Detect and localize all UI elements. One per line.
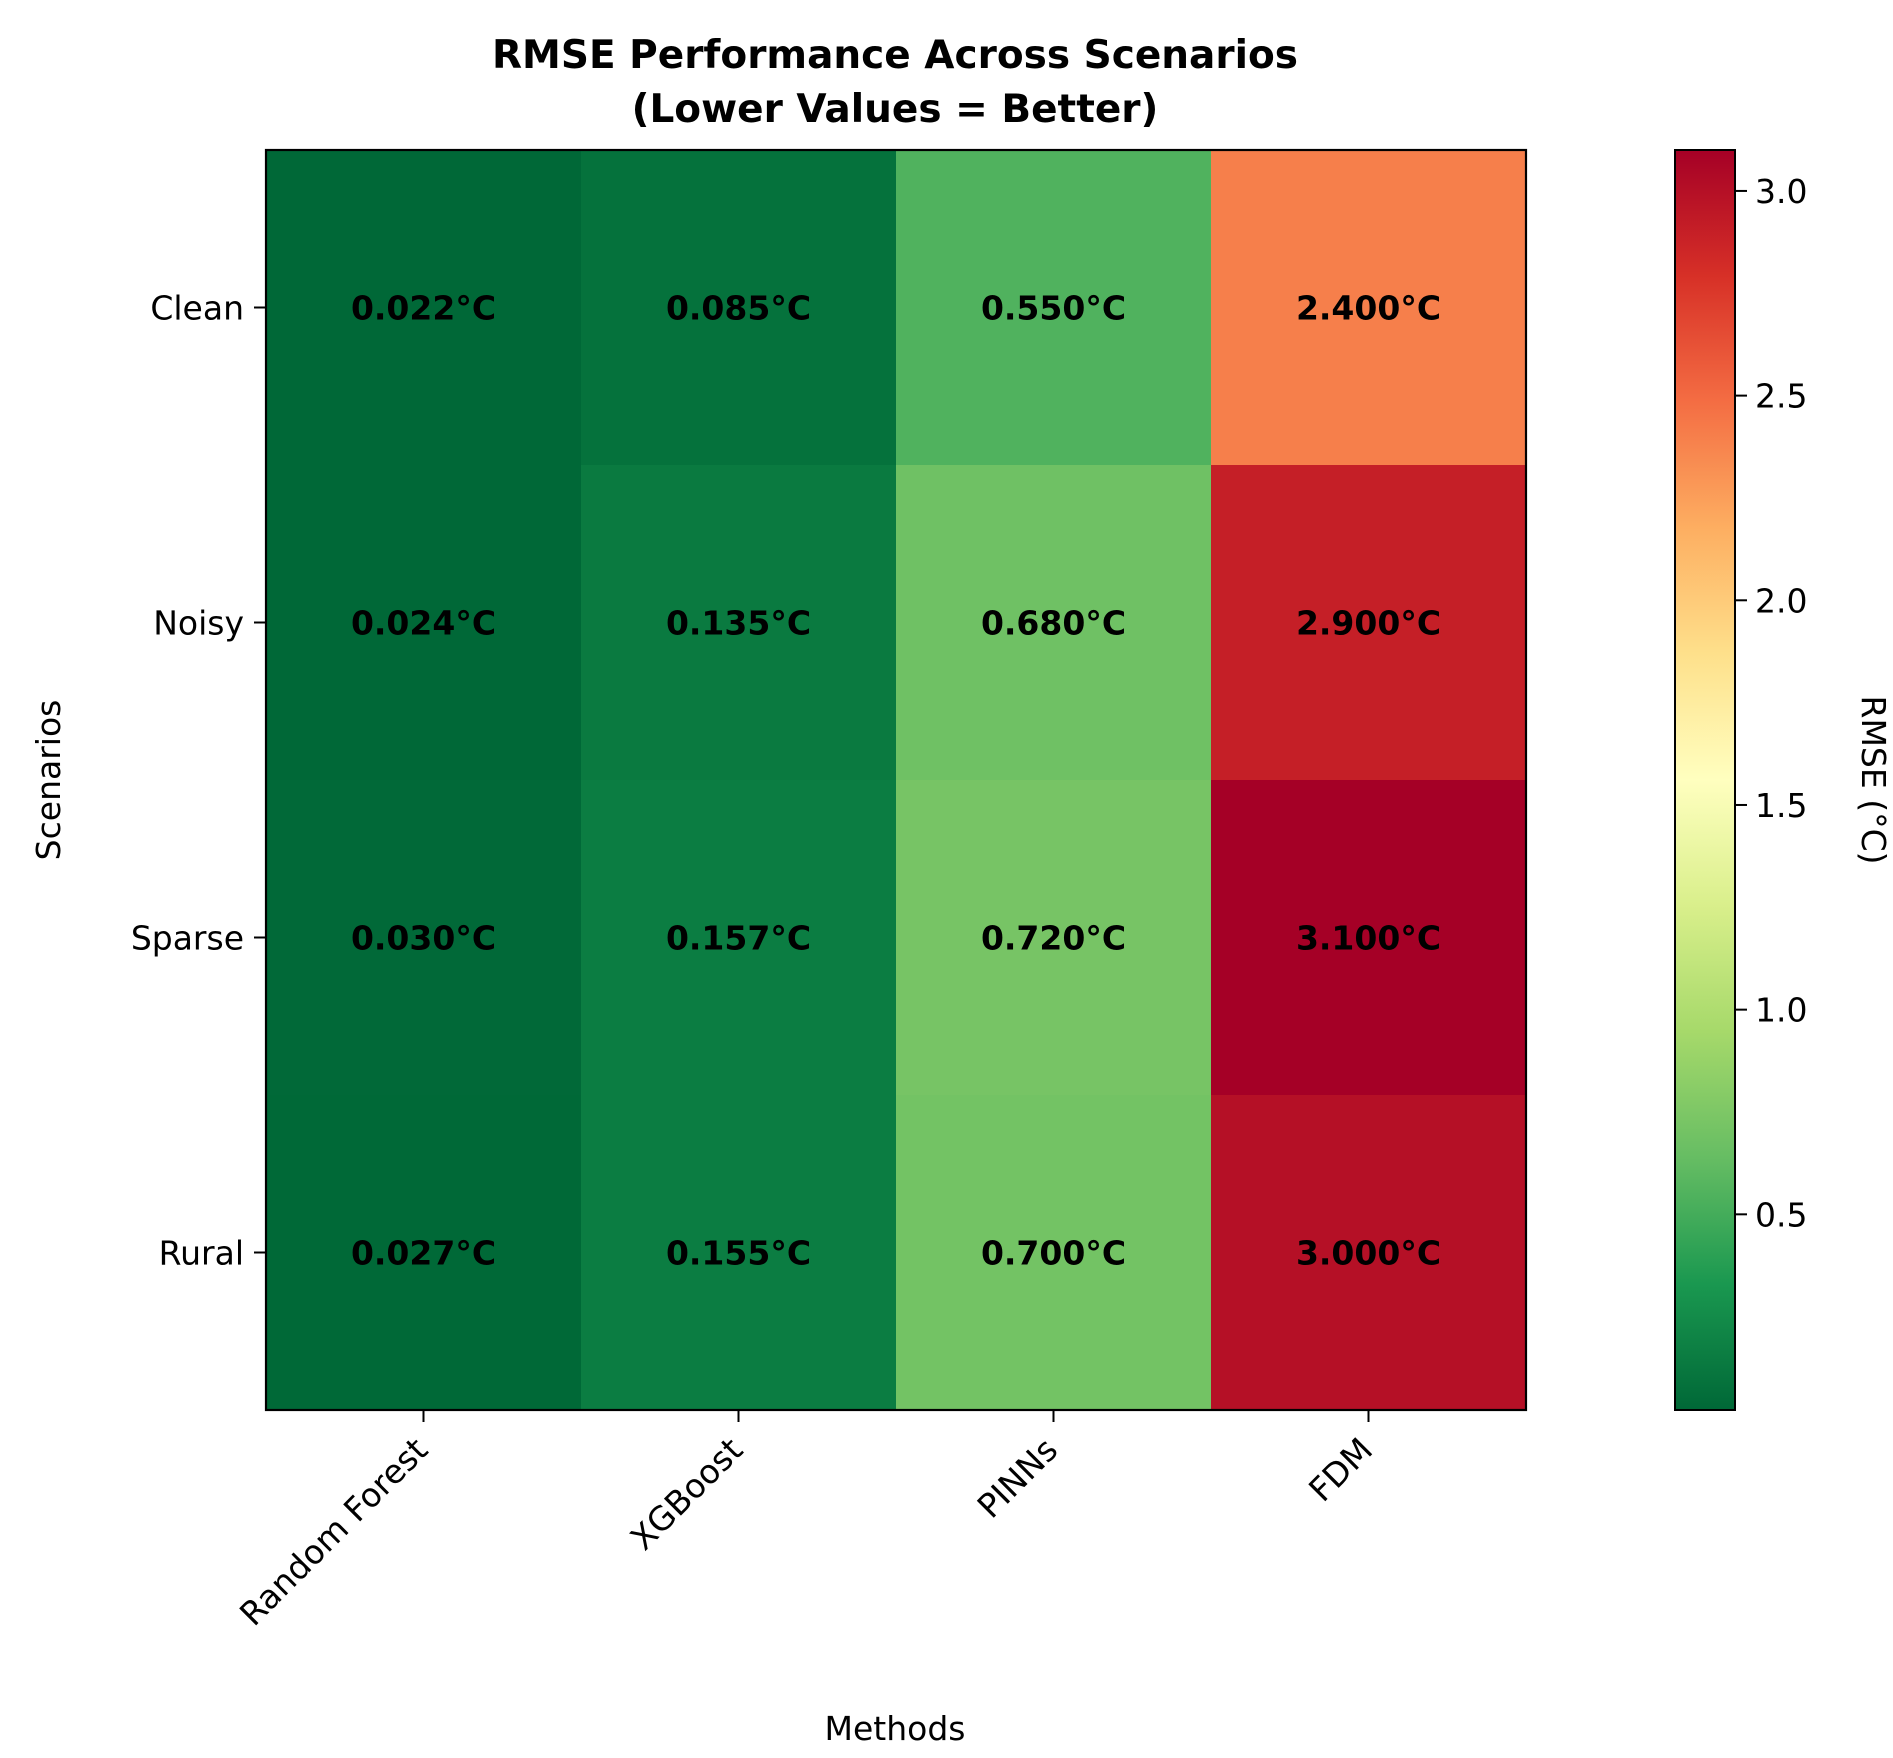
x-axis-ticks: Random Forest XGBoost PINNs FDM bbox=[232, 1410, 1380, 1633]
x-tick-label: Random Forest bbox=[232, 1430, 435, 1633]
colorbar-ticks: 0.5 1.0 1.5 2.0 2.5 3.0 bbox=[1735, 172, 1807, 1234]
heatmap-cell bbox=[266, 1095, 582, 1411]
y-tick-label: Noisy bbox=[153, 604, 244, 643]
y-axis-ticks: Clean Noisy Sparse Rural bbox=[131, 289, 266, 1273]
colorbar-tick-label: 1.0 bbox=[1755, 991, 1807, 1030]
cell-value-label: 0.155°C bbox=[666, 1234, 811, 1273]
cell-value-label: 0.720°C bbox=[981, 919, 1126, 958]
cell-value-label: 3.100°C bbox=[1296, 919, 1441, 958]
heatmap-cell bbox=[896, 150, 1212, 466]
chart-title-line-2: (Lower Values = Better) bbox=[632, 87, 1159, 132]
heatmap-cells bbox=[266, 150, 1527, 1411]
cell-value-label: 0.022°C bbox=[351, 289, 496, 328]
cell-value-label: 2.900°C bbox=[1296, 604, 1441, 643]
x-tick-label: PINNs bbox=[970, 1430, 1066, 1526]
heatmap-cell bbox=[896, 780, 1212, 1096]
heatmap-cell bbox=[581, 465, 897, 781]
cell-value-label: 0.024°C bbox=[351, 604, 496, 643]
heatmap-cell bbox=[1211, 780, 1527, 1096]
chart-title-line-1: RMSE Performance Across Scenarios bbox=[492, 33, 1298, 78]
heatmap-cell bbox=[896, 465, 1212, 781]
colorbar-tick-label: 2.0 bbox=[1755, 581, 1807, 620]
y-axis-label: Scenarios bbox=[29, 700, 68, 861]
heatmap-cell bbox=[266, 780, 582, 1096]
heatmap-cell bbox=[581, 1095, 897, 1411]
colorbar-label: RMSE (°C) bbox=[1854, 696, 1893, 865]
cell-value-label: 0.550°C bbox=[981, 289, 1126, 328]
heatmap-cell bbox=[896, 1095, 1212, 1411]
colorbar-tick-label: 1.5 bbox=[1755, 786, 1807, 825]
heatmap-cell bbox=[1211, 150, 1527, 466]
heatmap-cell bbox=[266, 150, 582, 466]
heatmap-cell bbox=[581, 780, 897, 1096]
cell-value-label: 3.000°C bbox=[1296, 1234, 1441, 1273]
heatmap-cell bbox=[1211, 1095, 1527, 1411]
colorbar-tick-label: 2.5 bbox=[1755, 377, 1807, 416]
cell-value-label: 0.027°C bbox=[351, 1234, 496, 1273]
cell-value-label: 0.085°C bbox=[666, 289, 811, 328]
heatmap-cell bbox=[266, 465, 582, 781]
cell-value-label: 2.400°C bbox=[1296, 289, 1441, 328]
colorbar-tick-label: 0.5 bbox=[1755, 1195, 1807, 1234]
colorbar bbox=[1674, 149, 1736, 1411]
heatmap-cell-labels: 0.022°C 0.085°C 0.550°C 2.400°C 0.024°C 0.135… bbox=[351, 289, 1441, 1273]
y-tick-label: Sparse bbox=[131, 919, 244, 958]
heatmap-cell bbox=[1211, 465, 1527, 781]
heatmap-cell bbox=[581, 150, 897, 466]
plot-frame bbox=[264, 148, 1528, 1412]
cell-value-label: 0.157°C bbox=[666, 919, 811, 958]
x-tick-label: XGBoost bbox=[623, 1430, 751, 1558]
y-tick-label: Rural bbox=[159, 1234, 244, 1273]
y-tick-label: Clean bbox=[150, 289, 244, 328]
x-axis-label: Methods bbox=[825, 1709, 966, 1748]
cell-value-label: 0.680°C bbox=[981, 604, 1126, 643]
cell-value-label: 0.135°C bbox=[666, 604, 811, 643]
colorbar-tick-label: 3.0 bbox=[1755, 172, 1807, 211]
x-tick-label: FDM bbox=[1301, 1430, 1380, 1509]
cell-value-label: 0.700°C bbox=[981, 1234, 1126, 1273]
cell-value-label: 0.030°C bbox=[351, 919, 496, 958]
